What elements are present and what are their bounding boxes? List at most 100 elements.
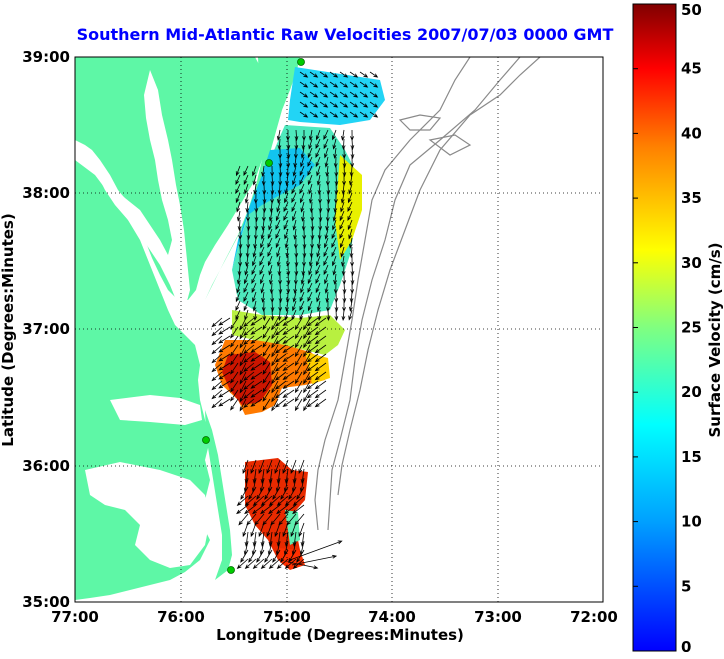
vector-arrow [211, 326, 223, 337]
vector-arrow [349, 101, 359, 108]
vector-arrow [262, 362, 271, 375]
vector-arrow [349, 174, 353, 186]
vector-arrow [317, 237, 321, 249]
vector-arrow [334, 183, 339, 196]
vector-arrow [230, 380, 239, 393]
vector-arrow [230, 353, 239, 366]
y-tick-label: 36:00 [22, 457, 70, 475]
y-axis-label: Latitude (Degrees:Minutes) [0, 213, 17, 446]
vector-arrow [282, 317, 295, 326]
vector-arrow [211, 371, 223, 382]
vector-arrow [243, 362, 255, 372]
vector-arrow [277, 264, 282, 277]
vector-arrow [326, 183, 331, 196]
vector-arrow [243, 335, 255, 345]
vector-arrow [347, 192, 353, 204]
vector-arrow [262, 192, 267, 205]
vector-arrow [235, 291, 241, 303]
plot-area [74, 56, 604, 603]
y-tick-label: 38:00 [22, 184, 70, 202]
vector-arrow [333, 147, 338, 159]
vector-arrow [302, 237, 307, 250]
vector-arrow [253, 183, 258, 195]
vector-arrow [276, 129, 281, 141]
vector-arrow [341, 138, 346, 151]
vector-arrow [329, 91, 339, 98]
vector-arrow [230, 335, 239, 348]
vector-arrow [271, 317, 279, 331]
vector-arrow [296, 486, 305, 500]
vector-arrow [289, 540, 343, 561]
vector-arrow [294, 344, 303, 358]
vector-arrow [262, 398, 271, 411]
vector-arrow [282, 353, 295, 362]
vector-arrow [244, 192, 249, 204]
vector-arrow [316, 246, 321, 258]
vector-arrow [243, 291, 249, 303]
colorbar-tick-label: 50 [681, 1, 702, 19]
colorbar-tick-label: 15 [681, 448, 702, 466]
vector-arrow [236, 504, 249, 515]
vector-arrow [314, 362, 327, 372]
land-delmarva-east [198, 57, 300, 310]
vector-arrow [310, 219, 315, 232]
vector-arrow [282, 398, 295, 407]
vector-arrow [350, 147, 355, 160]
vector-arrow [277, 192, 281, 204]
vector-arrow [339, 71, 349, 78]
vector-arrow [319, 71, 329, 78]
vector-arrow [342, 282, 347, 295]
vector-arrow [303, 335, 311, 349]
vector-arrow [230, 398, 239, 411]
vector-arrow [294, 371, 303, 385]
station-marker [265, 159, 273, 167]
vector-arrow [271, 326, 279, 340]
vector-arrow [349, 300, 353, 312]
vector-arrow [250, 371, 263, 380]
region-upper-cyan [232, 148, 315, 270]
vector-arrow [240, 486, 249, 500]
vector-arrow [271, 344, 279, 358]
vector-arrow [260, 495, 273, 506]
vector-arrow [284, 183, 289, 195]
vector-arrow [294, 335, 303, 349]
vector-arrow [325, 219, 330, 231]
vector-arrow [270, 300, 275, 313]
vector-arrow [251, 264, 257, 276]
vector-arrow [318, 210, 323, 223]
vector-arrow [369, 101, 379, 108]
vector-arrow [271, 335, 279, 349]
vector-arrow [286, 264, 291, 277]
vector-arrow [323, 138, 329, 150]
vector-arrow [342, 165, 347, 178]
vector-arrow [369, 91, 379, 98]
vector-arrow [306, 362, 319, 372]
vector-arrow [262, 380, 271, 393]
vector-arrow [307, 300, 313, 312]
vector-arrow [347, 201, 353, 213]
vector-arrow [252, 165, 257, 177]
vector-arrow [341, 255, 345, 267]
vector-arrow [243, 398, 255, 408]
vector-arrow [307, 273, 313, 285]
vector-arrow [250, 317, 263, 326]
vector-arrow [261, 291, 266, 303]
vector-arrow [256, 486, 265, 500]
vector-arrow [323, 255, 329, 267]
vector-arrow [269, 273, 273, 285]
station-marker [202, 436, 210, 444]
vector-arrow [239, 389, 247, 403]
vector-arrow [307, 156, 313, 168]
colorbar-tick-label: 40 [681, 124, 702, 142]
vector-arrow [314, 389, 327, 399]
vector-arrow [238, 237, 243, 250]
vector-arrow [341, 309, 346, 322]
vector-arrow [314, 335, 327, 345]
vector-arrow [294, 138, 299, 151]
vector-arrow [369, 111, 379, 118]
vector-arrow [261, 165, 265, 177]
vector-arrow [264, 549, 273, 563]
vector-arrow [246, 219, 251, 232]
vector-arrow [274, 353, 287, 363]
region-hatteras-green [285, 510, 300, 545]
